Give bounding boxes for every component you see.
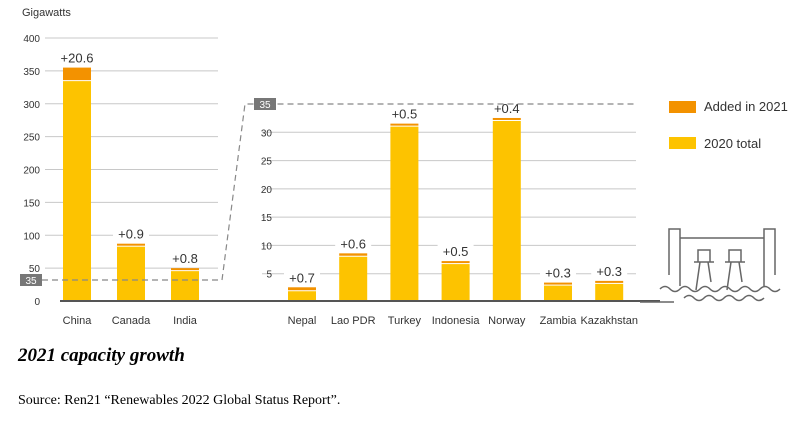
category-label: Indonesia <box>432 315 481 327</box>
category-label: China <box>63 315 93 327</box>
zoom-marker-left-label: 35 <box>25 276 37 287</box>
bar-2020-total <box>544 285 572 302</box>
y-tick-label: 25 <box>261 157 273 168</box>
category-label: Norway <box>488 315 526 327</box>
y-tick-label: 30 <box>261 128 273 139</box>
bar-2020-total <box>63 81 91 301</box>
category-label: Zambia <box>540 315 578 327</box>
value-label-bg <box>386 106 423 121</box>
y-tick-label: 200 <box>23 166 40 177</box>
category-label: India <box>173 315 198 327</box>
legend: Added in 2021 2020 total <box>669 99 788 151</box>
value-label: +0.9 <box>118 227 144 242</box>
value-label: +0.6 <box>340 236 366 251</box>
y-tick-label: 15 <box>261 213 273 224</box>
y-tick-label: 20 <box>261 185 273 196</box>
y-tick-label: 250 <box>23 133 40 144</box>
bar-added-2021 <box>288 287 316 291</box>
value-label: +0.8 <box>172 251 198 266</box>
value-label-bg <box>113 226 149 241</box>
category-label: Turkey <box>388 315 422 327</box>
value-label-bg <box>437 244 474 259</box>
category-label: Lao PDR <box>331 315 376 327</box>
bar-2020-total <box>288 291 316 302</box>
bar-2020-total <box>171 271 199 301</box>
y-tick-label: 400 <box>23 34 40 45</box>
category-label: Kazakhstan <box>580 315 637 327</box>
y-tick-label: 50 <box>29 264 41 275</box>
legend-swatch-added <box>669 101 696 113</box>
bar-added-2021 <box>171 268 199 271</box>
value-label: +0.3 <box>596 264 622 279</box>
value-label-bg <box>167 251 203 266</box>
bar-added-2021 <box>390 123 419 126</box>
source-note: Source: Ren21 “Renewables 2022 Global St… <box>18 393 341 408</box>
y-tick-label: 300 <box>23 100 40 111</box>
value-label-bg <box>335 236 372 251</box>
value-label-bg <box>284 270 320 285</box>
y-tick-label: 0 <box>34 297 40 308</box>
bar-added-2021 <box>63 67 91 81</box>
bar-2020-total <box>441 264 470 302</box>
figure-caption: 2021 capacity growth <box>18 345 185 366</box>
value-label: +20.6 <box>61 51 94 66</box>
value-label: +0.5 <box>392 107 418 122</box>
legend-swatch-2020 <box>669 137 696 149</box>
bar-added-2021 <box>339 253 368 256</box>
legend-label-added: Added in 2021 <box>704 99 788 114</box>
value-label: +0.3 <box>545 266 571 281</box>
bar-2020-total <box>390 126 419 302</box>
zoom-marker-right-label: 35 <box>259 100 271 111</box>
bar-2020-total <box>492 120 521 302</box>
bar-2020-total <box>595 283 624 302</box>
bar-added-2021 <box>544 282 572 285</box>
hydropower-dam-icon <box>640 228 781 303</box>
y-tick-label: 150 <box>23 198 40 209</box>
value-label: +0.7 <box>289 270 315 285</box>
bar-2020-total <box>117 246 145 301</box>
y-tick-label: 10 <box>261 241 273 252</box>
category-label: Canada <box>112 315 151 327</box>
y-tick-label: 100 <box>23 231 40 242</box>
value-label: +0.5 <box>443 244 469 259</box>
zoom-marker-right <box>254 98 276 110</box>
zoom-connector-line <box>42 103 636 281</box>
y-axis-label: Gigawatts <box>22 7 71 19</box>
capacity-chart: Gigawatts 0 50 100 150 200 250 300 350 400 5 10 15 2… <box>20 7 788 327</box>
bar-added-2021 <box>492 117 521 120</box>
value-label-bg <box>540 265 576 280</box>
bar-added-2021 <box>595 280 624 283</box>
y-tick-label: 350 <box>23 67 40 78</box>
legend-label-2020: 2020 total <box>704 136 761 151</box>
y-tick-label: 5 <box>266 270 272 281</box>
category-label: Nepal <box>288 315 317 327</box>
bar-added-2021 <box>117 243 145 246</box>
value-label: +0.4 <box>494 101 520 116</box>
value-label-bg <box>59 50 95 65</box>
value-label-bg <box>591 263 628 278</box>
bar-2020-total <box>339 256 368 302</box>
zoom-marker-left <box>20 274 42 286</box>
bar-added-2021 <box>441 261 470 264</box>
